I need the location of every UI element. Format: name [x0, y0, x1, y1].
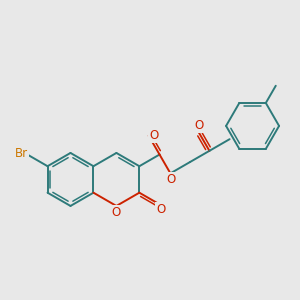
Text: O: O	[167, 173, 176, 186]
Text: Br: Br	[15, 147, 28, 160]
Text: O: O	[149, 129, 159, 142]
Text: O: O	[194, 119, 203, 132]
Text: O: O	[112, 206, 121, 219]
Text: O: O	[156, 203, 166, 216]
